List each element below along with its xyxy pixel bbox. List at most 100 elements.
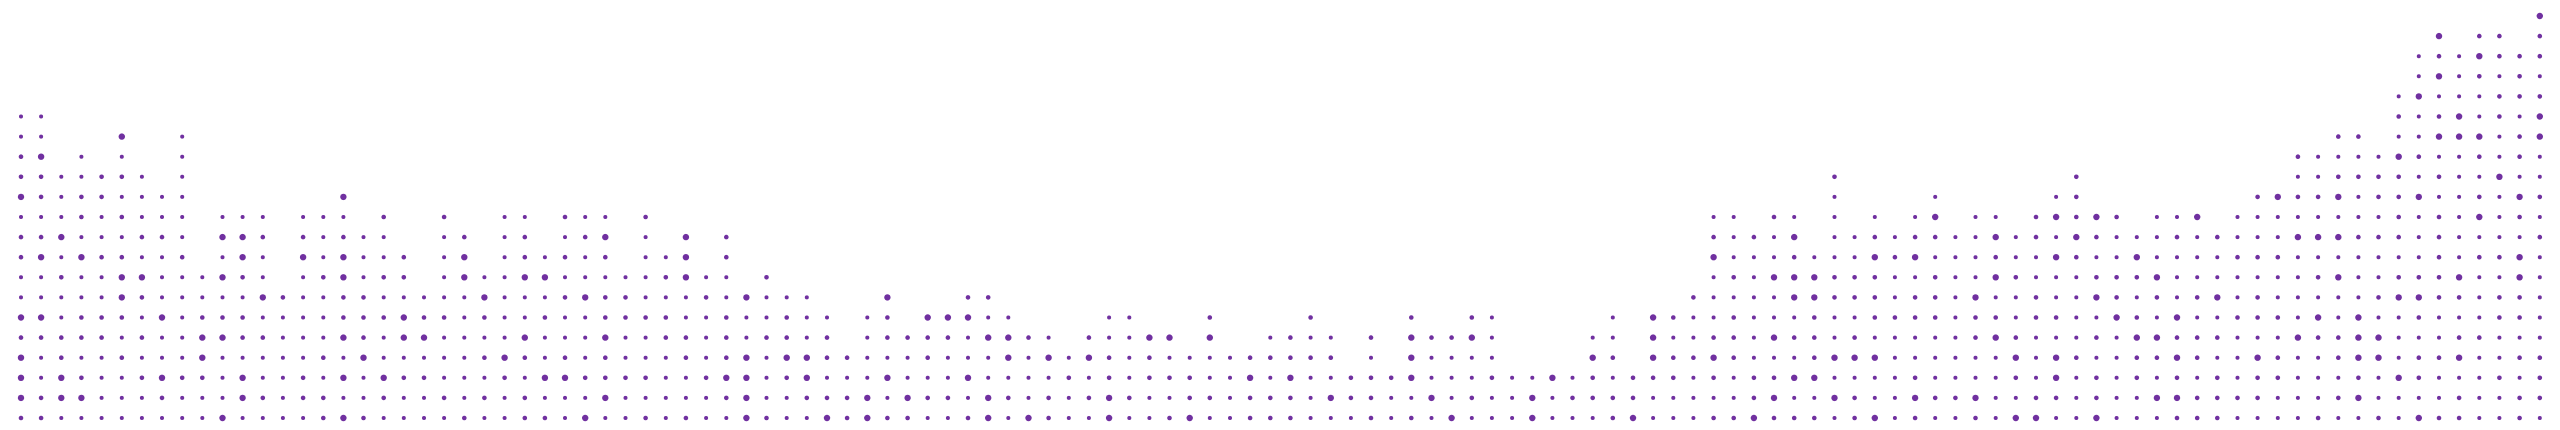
dot — [280, 375, 285, 380]
dot — [1872, 234, 1878, 240]
dot — [2477, 355, 2482, 360]
dot — [160, 194, 164, 199]
dot — [2094, 395, 2099, 401]
dot — [462, 395, 467, 400]
dot — [2316, 395, 2321, 400]
dot — [1731, 335, 1736, 340]
dot — [380, 374, 387, 381]
dot — [462, 295, 467, 300]
dot — [925, 335, 930, 340]
dot — [1409, 395, 1414, 400]
dot — [522, 215, 527, 219]
dot — [2074, 254, 2079, 260]
dot — [1731, 355, 1736, 361]
dot — [825, 375, 829, 380]
dot — [2255, 235, 2260, 240]
dot — [2316, 174, 2321, 179]
dot — [1711, 295, 1716, 300]
dot — [361, 335, 366, 340]
dot — [1409, 415, 1414, 421]
dot — [966, 355, 970, 360]
dot — [1207, 416, 1212, 420]
dot — [2215, 335, 2220, 340]
dot — [2275, 254, 2281, 260]
dot — [2175, 215, 2179, 219]
dot — [2376, 315, 2381, 320]
dot — [884, 294, 891, 301]
dot — [239, 254, 246, 261]
dot — [2073, 233, 2080, 241]
dot — [2376, 275, 2381, 280]
dot — [2336, 315, 2341, 320]
dot — [79, 275, 84, 280]
dot — [1831, 394, 1838, 402]
dot — [2416, 174, 2421, 179]
dot — [924, 314, 931, 321]
dot — [2416, 215, 2421, 219]
dot — [1832, 194, 1837, 199]
dot — [1812, 415, 1817, 421]
dot — [925, 355, 930, 361]
dot — [1529, 414, 1536, 422]
dot — [845, 375, 850, 380]
dot — [1973, 235, 1978, 240]
dot — [542, 355, 547, 360]
dot — [603, 315, 608, 320]
dot — [1871, 354, 1879, 361]
dot — [764, 275, 769, 280]
dot — [2054, 295, 2059, 300]
dot — [482, 416, 487, 420]
dot — [2034, 275, 2038, 280]
dot — [160, 295, 164, 300]
dot — [623, 275, 628, 280]
dot — [502, 395, 507, 400]
dot — [704, 416, 709, 420]
dot — [2536, 113, 2543, 120]
dot — [219, 414, 226, 422]
dot — [1268, 395, 1273, 401]
dot — [1529, 394, 1536, 402]
dot — [1731, 275, 1736, 280]
dot — [482, 395, 487, 401]
dot — [2517, 53, 2522, 59]
dot — [563, 416, 567, 420]
dot — [682, 274, 690, 281]
dot — [2054, 416, 2059, 420]
dot — [1792, 215, 1797, 219]
dot — [865, 355, 870, 360]
dot — [2396, 395, 2401, 400]
dot — [2457, 255, 2462, 260]
dot — [1811, 374, 1818, 381]
dot — [139, 335, 145, 340]
dot — [39, 215, 44, 219]
dot — [2336, 355, 2341, 361]
dot — [824, 395, 830, 401]
dot — [2012, 354, 2020, 361]
dot — [2054, 335, 2059, 340]
dot — [1751, 234, 1757, 240]
dot — [1791, 254, 1797, 260]
dot — [1086, 335, 1092, 340]
dot — [2497, 33, 2502, 39]
dot — [1691, 335, 1696, 340]
dot — [2195, 315, 2200, 320]
dot — [401, 254, 407, 260]
dot — [442, 355, 447, 360]
dot — [2315, 335, 2321, 340]
dot — [2215, 355, 2220, 360]
dot — [2395, 294, 2402, 301]
dot — [481, 294, 488, 301]
dot — [442, 275, 447, 280]
dot — [966, 395, 970, 400]
dot — [2517, 214, 2522, 220]
dot — [180, 154, 185, 159]
dot — [2255, 375, 2260, 381]
dot — [784, 315, 789, 320]
dot — [1791, 294, 1798, 301]
dot — [220, 355, 225, 360]
dot — [1932, 275, 1938, 280]
dot — [239, 394, 246, 402]
dot — [37, 314, 45, 321]
dot — [1953, 315, 1958, 320]
dot — [2134, 315, 2140, 320]
